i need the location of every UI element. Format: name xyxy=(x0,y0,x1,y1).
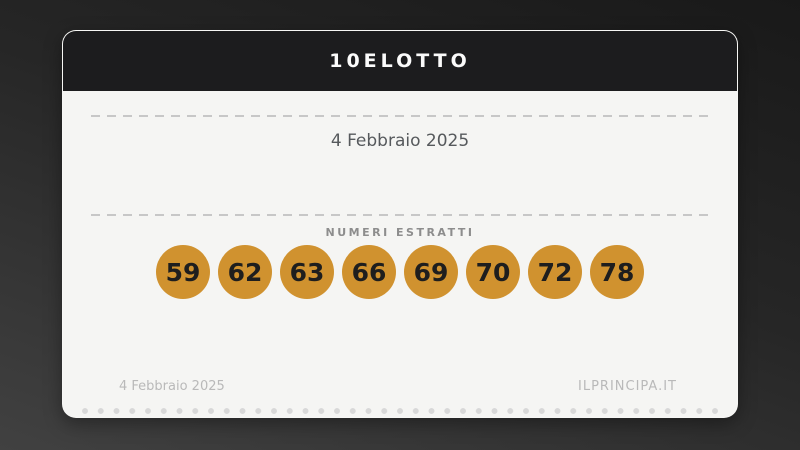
number-ball: 72 xyxy=(528,245,582,299)
number-ball: 63 xyxy=(280,245,334,299)
number-ball: 66 xyxy=(342,245,396,299)
footer-site-name: ILPRINCIPA.IT xyxy=(578,379,677,394)
dashed-divider-top xyxy=(91,115,709,117)
number-ball: 70 xyxy=(466,245,520,299)
number-ball: 78 xyxy=(590,245,644,299)
number-ball: 62 xyxy=(218,245,272,299)
number-ball: 69 xyxy=(404,245,458,299)
perforation-dots-decoration xyxy=(75,407,725,415)
numbers-section-label: NUMERI ESTRATTI xyxy=(325,226,475,239)
draw-date: 4 Febbraio 2025 xyxy=(330,131,470,151)
card-footer: 4 Febbraio 2025 ILPRINCIPA.IT xyxy=(119,379,677,394)
card-body: 4 Febbraio 2025 NUMERI ESTRATTI 59 62 63 66… xyxy=(63,115,737,417)
number-ball: 59 xyxy=(156,245,210,299)
footer-date: 4 Febbraio 2025 xyxy=(119,379,225,394)
dashed-divider-middle xyxy=(91,214,709,216)
game-title: 10ELOTTO xyxy=(329,50,471,72)
card-header: 10ELOTTO xyxy=(63,31,737,91)
numbers-row: 59 62 63 66 69 70 72 78 xyxy=(91,245,709,299)
lottery-result-card: 10ELOTTO 4 Febbraio 2025 NUMERI ESTRATTI… xyxy=(62,30,738,418)
